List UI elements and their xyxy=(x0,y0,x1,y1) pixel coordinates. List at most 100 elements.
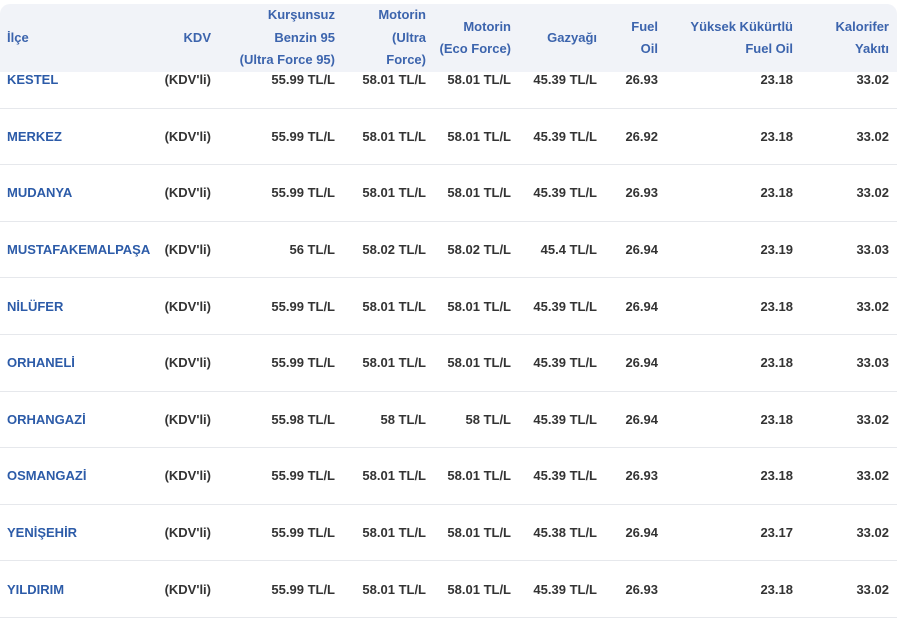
district-link[interactable]: YENİŞEHİR xyxy=(7,525,78,541)
table-cell: 58.01 TL/L xyxy=(447,185,511,201)
table-cell: 26.94 xyxy=(625,355,658,371)
table-cell: 45.39 TL/L xyxy=(533,185,597,201)
table-cell: 45.39 TL/L xyxy=(533,128,597,144)
table-cell: 58.02 TL/L xyxy=(447,242,511,258)
table-cell: (KDV'li) xyxy=(164,298,211,314)
table-cell: 33.02 xyxy=(856,72,889,88)
table-cell: (KDV'li) xyxy=(164,72,211,88)
table-cell: 23.18 xyxy=(760,355,793,371)
table-cell: 58.01 TL/L xyxy=(362,355,426,371)
table-cell: 33.02 xyxy=(856,525,889,541)
table-cell: 58.01 TL/L xyxy=(362,468,426,484)
table-cell: 58.01 TL/L xyxy=(362,128,426,144)
table-cell: 58 TL/L xyxy=(465,411,511,427)
table-cell: (KDV'li) xyxy=(164,128,211,144)
table-cell: 23.18 xyxy=(760,411,793,427)
district-link[interactable]: MERKEZ xyxy=(7,128,62,144)
table-cell: 55.99 TL/L xyxy=(271,185,335,201)
table-cell: 58.01 TL/L xyxy=(362,185,426,201)
table-cell: 55.99 TL/L xyxy=(271,72,335,88)
table-cell: (KDV'li) xyxy=(164,185,211,201)
table-cell: 55.98 TL/L xyxy=(271,411,335,427)
table-cell: (KDV'li) xyxy=(164,468,211,484)
table-row: NİLÜFER (KDV'li) 55.99 TL/L 58.01 TL/L 58.01… xyxy=(0,278,897,335)
table-row: KESTEL (KDV'li) 55.99 TL/L 58.01 TL/L 58.01 … xyxy=(0,52,897,109)
table-cell: 23.17 xyxy=(760,525,793,541)
table-cell: 33.03 xyxy=(856,242,889,258)
column-header: Yüksek Kükürtlü Fuel Oil xyxy=(690,18,793,57)
table-cell: 26.93 xyxy=(625,72,658,88)
table-header: İlçe KDV Kurşunsuz Benzin 95 (Ultra Force … xyxy=(0,4,897,72)
column-header: Kalorifer Yakıtı xyxy=(835,18,889,57)
column-header: Motorin (Eco Force) xyxy=(439,18,511,57)
table-cell: 55.99 TL/L xyxy=(271,581,335,597)
district-link[interactable]: ORHANELİ xyxy=(7,355,75,371)
table-cell: 58.01 TL/L xyxy=(447,298,511,314)
table-cell: 26.94 xyxy=(625,298,658,314)
table-cell: 55.99 TL/L xyxy=(271,298,335,314)
table-cell: 58.01 TL/L xyxy=(447,525,511,541)
table-row: MUDANYA (KDV'li) 55.99 TL/L 58.01 TL/L 58.01… xyxy=(0,165,897,222)
table-cell: 55.99 TL/L xyxy=(271,468,335,484)
table-cell: 58.01 TL/L xyxy=(447,581,511,597)
table-cell: 26.93 xyxy=(625,468,658,484)
table-cell: 23.18 xyxy=(760,128,793,144)
table-cell: 58.01 TL/L xyxy=(362,525,426,541)
table-cell: (KDV'li) xyxy=(164,581,211,597)
table-row: ORHANELİ (KDV'li) 55.99 TL/L 58.01 TL/L 58.0… xyxy=(0,335,897,392)
table-cell: 55.99 TL/L xyxy=(271,355,335,371)
table-cell: (KDV'li) xyxy=(164,525,211,541)
table-cell: 26.94 xyxy=(625,242,658,258)
district-link[interactable]: NİLÜFER xyxy=(7,298,64,314)
table-cell: 45.38 TL/L xyxy=(533,525,597,541)
table-cell: 58.02 TL/L xyxy=(362,242,426,258)
column-header: Motorin (Ultra Force) xyxy=(378,7,426,68)
column-header: KDV xyxy=(183,29,211,45)
table-cell: 33.03 xyxy=(856,355,889,371)
table-cell: 58.01 TL/L xyxy=(362,298,426,314)
column-header: Kurşunsuz Benzin 95 (Ultra Force 95) xyxy=(239,7,335,68)
table-cell: 55.99 TL/L xyxy=(271,525,335,541)
table-row: ORHANGAZİ (KDV'li) 55.98 TL/L 58 TL/L 58 TL/… xyxy=(0,392,897,449)
table-cell: 23.18 xyxy=(760,185,793,201)
table-cell: 56 TL/L xyxy=(289,242,335,258)
table-body: KESTEL (KDV'li) 55.99 TL/L 58.01 TL/L 58.01 … xyxy=(0,52,897,618)
table-cell: 58 TL/L xyxy=(380,411,426,427)
table-cell: 55.99 TL/L xyxy=(271,128,335,144)
table-cell: 33.02 xyxy=(856,185,889,201)
district-link[interactable]: KESTEL xyxy=(7,72,59,88)
table-cell: 45.39 TL/L xyxy=(533,355,597,371)
district-link[interactable]: MUSTAFAKEMALPAŞA xyxy=(7,242,151,258)
table-row: OSMANGAZİ (KDV'li) 55.99 TL/L 58.01 TL/L 58.… xyxy=(0,448,897,505)
district-link[interactable]: OSMANGAZİ xyxy=(7,468,87,484)
table-row: YENİŞEHİR (KDV'li) 55.99 TL/L 58.01 TL/L 58.… xyxy=(0,505,897,562)
table-cell: 26.94 xyxy=(625,411,658,427)
table-cell: 26.93 xyxy=(625,581,658,597)
table-cell: 58.01 TL/L xyxy=(362,72,426,88)
table-row: YILDIRIM (KDV'li) 55.99 TL/L 58.01 TL/L 58.0… xyxy=(0,561,897,618)
table-cell: 23.18 xyxy=(760,298,793,314)
table-cell: 33.02 xyxy=(856,128,889,144)
table-cell: 45.39 TL/L xyxy=(533,72,597,88)
table-cell: 26.94 xyxy=(625,525,658,541)
table-cell: 33.02 xyxy=(856,411,889,427)
table-cell: 23.18 xyxy=(760,72,793,88)
table-cell: 23.18 xyxy=(760,581,793,597)
table-cell: 45.39 TL/L xyxy=(533,468,597,484)
table-cell: 23.18 xyxy=(760,468,793,484)
table-cell: 58.01 TL/L xyxy=(447,128,511,144)
table-cell: 45.39 TL/L xyxy=(533,411,597,427)
table-row: MERKEZ (KDV'li) 55.99 TL/L 58.01 TL/L 58.01 … xyxy=(0,109,897,166)
table-cell: 33.02 xyxy=(856,468,889,484)
table-cell: (KDV'li) xyxy=(164,355,211,371)
district-link[interactable]: ORHANGAZİ xyxy=(7,411,86,427)
table-cell: (KDV'li) xyxy=(164,411,211,427)
table-row: MUSTAFAKEMALPAŞA (KDV'li) 56 TL/L 58.02 TL/… xyxy=(0,222,897,279)
table-cell: 26.92 xyxy=(625,128,658,144)
table-cell: 58.01 TL/L xyxy=(362,581,426,597)
district-link[interactable]: MUDANYA xyxy=(7,185,73,201)
column-header: Gazyağı xyxy=(547,29,597,45)
district-link[interactable]: YILDIRIM xyxy=(7,581,65,597)
column-header: İlçe xyxy=(7,29,29,45)
table-cell: 58.01 TL/L xyxy=(447,72,511,88)
